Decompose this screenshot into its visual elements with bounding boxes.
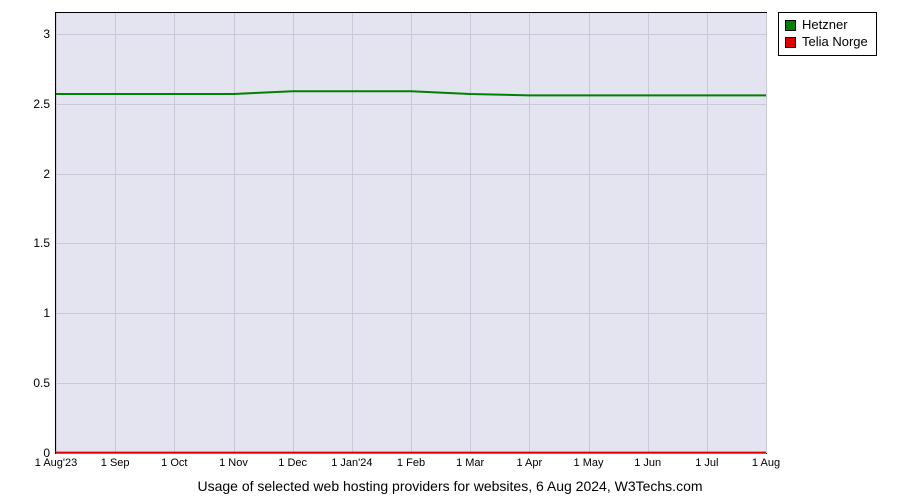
x-tick-label: 1 Dec <box>278 457 307 469</box>
x-tick-label: 1 Jan'24 <box>331 457 372 469</box>
y-tick-label: 1 <box>43 306 50 320</box>
x-tick-label: 1 Apr <box>516 457 542 469</box>
legend-label: Telia Norge <box>802 34 868 51</box>
legend-swatch <box>785 37 796 48</box>
x-tick-label: 1 Feb <box>397 457 425 469</box>
y-tick-label: 2.5 <box>33 97 50 111</box>
series-line <box>56 91 766 95</box>
y-tick-label: 1.5 <box>33 236 50 250</box>
chart-caption: Usage of selected web hosting providers … <box>0 478 900 494</box>
legend-item: Hetzner <box>785 17 868 34</box>
gridline-vertical <box>766 13 767 453</box>
x-tick-label: 1 Aug'23 <box>35 457 77 469</box>
x-tick-label: 1 Nov <box>219 457 248 469</box>
x-tick-label: 1 May <box>574 457 604 469</box>
y-tick-label: 3 <box>43 27 50 41</box>
x-tick-label: 1 Jul <box>695 457 718 469</box>
x-tick-label: 1 Jun <box>634 457 661 469</box>
x-tick-label: 1 Oct <box>161 457 187 469</box>
y-tick-label: 2 <box>43 167 50 181</box>
x-tick-label: 1 Sep <box>101 457 130 469</box>
x-tick-label: 1 Mar <box>456 457 484 469</box>
series-lines <box>56 13 766 453</box>
legend-swatch <box>785 20 796 31</box>
chart-container: 00.511.522.53 1 Aug'231 Sep1 Oct1 Nov1 D… <box>0 0 900 500</box>
legend-label: Hetzner <box>802 17 848 34</box>
legend: HetznerTelia Norge <box>778 12 877 56</box>
plot-area: 00.511.522.53 1 Aug'231 Sep1 Oct1 Nov1 D… <box>55 12 767 454</box>
x-tick-label: 1 Aug <box>752 457 780 469</box>
y-tick-label: 0.5 <box>33 376 50 390</box>
legend-item: Telia Norge <box>785 34 868 51</box>
